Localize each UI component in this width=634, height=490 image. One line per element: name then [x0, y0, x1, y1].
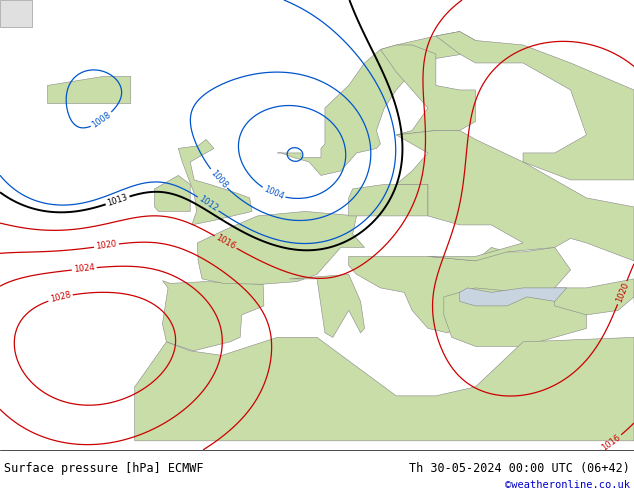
Text: Th 30-05-2024 00:00 UTC (06+42): Th 30-05-2024 00:00 UTC (06+42) — [409, 462, 630, 475]
Text: 1028: 1028 — [49, 291, 72, 304]
Text: ©weatheronline.co.uk: ©weatheronline.co.uk — [505, 480, 630, 490]
Polygon shape — [48, 76, 131, 103]
Text: 1008: 1008 — [209, 168, 229, 190]
Polygon shape — [178, 140, 252, 225]
Polygon shape — [349, 247, 571, 333]
Text: 1016: 1016 — [214, 233, 237, 251]
Polygon shape — [444, 288, 586, 346]
Text: 1024: 1024 — [74, 263, 95, 274]
Polygon shape — [0, 0, 32, 27]
Text: Surface pressure [hPa] ECMWF: Surface pressure [hPa] ECMWF — [4, 462, 204, 475]
Polygon shape — [289, 274, 365, 337]
Polygon shape — [460, 288, 567, 306]
Text: 1020: 1020 — [614, 281, 630, 304]
Text: 1013: 1013 — [106, 193, 129, 208]
Polygon shape — [380, 45, 476, 135]
Text: 1008: 1008 — [91, 110, 113, 130]
Text: 1020: 1020 — [96, 240, 117, 251]
Text: 1004: 1004 — [262, 185, 285, 201]
Polygon shape — [436, 31, 634, 180]
Polygon shape — [278, 31, 476, 175]
Polygon shape — [134, 337, 634, 441]
Text: 1012: 1012 — [197, 195, 219, 214]
Text: 1016: 1016 — [600, 433, 623, 452]
Polygon shape — [349, 184, 428, 216]
Polygon shape — [197, 211, 365, 284]
Polygon shape — [555, 279, 634, 315]
Polygon shape — [396, 130, 634, 261]
Polygon shape — [155, 175, 190, 211]
Polygon shape — [162, 281, 264, 351]
